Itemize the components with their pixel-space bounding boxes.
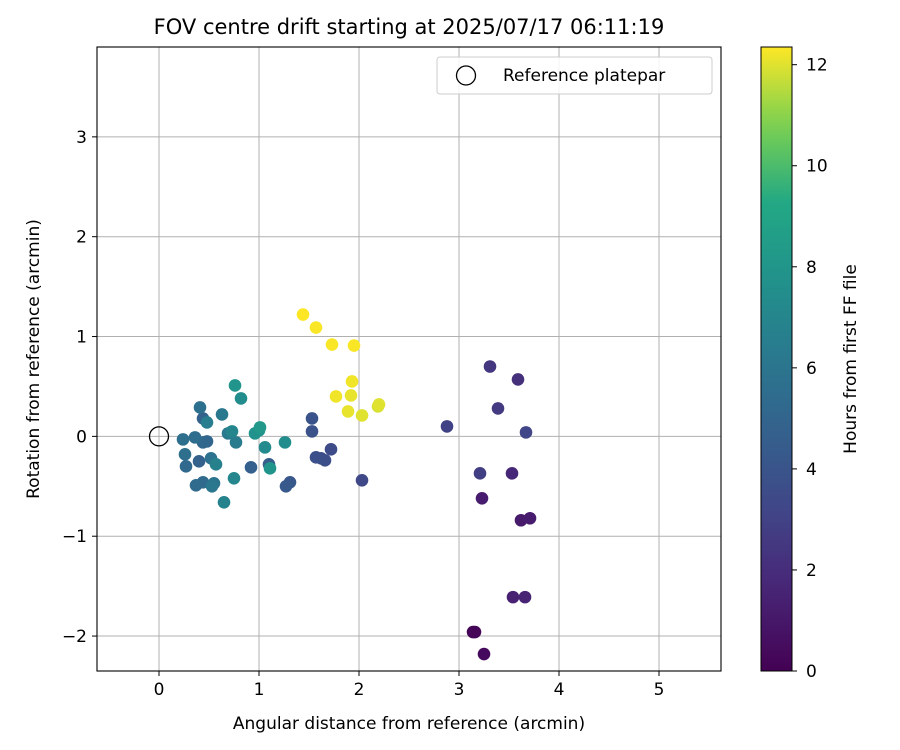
x-tick-label: 0 — [154, 680, 165, 700]
data-point — [473, 467, 487, 480]
data-point — [205, 479, 219, 493]
y-tick-label: 2 — [76, 228, 87, 248]
legend-entry-label: Reference platepar — [503, 66, 665, 86]
y-axis-label: Rotation from reference (arcmin) — [24, 219, 44, 499]
data-point — [309, 451, 323, 464]
data-point — [523, 511, 537, 525]
data-point — [296, 308, 310, 321]
colorbar-label: Hours from first FF file — [841, 264, 861, 454]
colorbar-tick-label: 6 — [806, 359, 817, 379]
data-point — [491, 402, 505, 415]
y-tick-label: 3 — [76, 128, 87, 148]
x-tick-label: 4 — [554, 680, 565, 700]
data-point — [263, 462, 277, 475]
data-point — [518, 590, 532, 604]
data-point — [228, 379, 242, 392]
colorbar-tick-label: 12 — [806, 56, 828, 76]
data-points — [176, 308, 537, 661]
axis-ticks: 0 1 2 3 4 5 −2 −1 0 1 2 3 — [62, 128, 664, 700]
data-point — [468, 625, 482, 639]
data-point — [225, 425, 239, 438]
colorbar-tick-label: 10 — [806, 157, 828, 177]
x-axis-label: Angular distance from reference (arcmin) — [233, 714, 585, 734]
data-point — [193, 401, 207, 414]
legend: Reference platepar — [436, 56, 713, 95]
chart-title: FOV centre drift starting at 2025/07/17 … — [154, 15, 665, 39]
data-point — [305, 425, 319, 438]
data-point — [355, 409, 369, 422]
y-tick-label: −2 — [62, 627, 87, 647]
y-tick-label: −1 — [62, 527, 87, 547]
y-tick-label: 0 — [76, 427, 87, 447]
data-point — [325, 338, 339, 351]
colorbar: 0 2 4 6 8 10 12 Hours from first FF file — [760, 46, 861, 682]
data-point — [329, 390, 343, 403]
data-point — [519, 426, 533, 439]
x-tick-label: 2 — [354, 680, 365, 700]
colorbar-ticks: 0 2 4 6 8 10 12 — [792, 56, 828, 682]
data-point — [355, 474, 369, 487]
data-point — [192, 455, 206, 468]
colorbar-gradient — [760, 46, 793, 672]
colorbar-tick-label: 2 — [806, 561, 817, 581]
data-point — [227, 472, 241, 485]
data-point — [477, 647, 491, 661]
data-point — [309, 321, 323, 334]
data-point — [217, 495, 231, 509]
data-point — [234, 392, 248, 405]
data-point — [506, 590, 520, 604]
data-point — [305, 412, 319, 425]
data-point — [188, 431, 202, 444]
data-point — [176, 433, 190, 446]
data-point — [278, 436, 292, 449]
axes-frame — [96, 46, 722, 672]
data-point — [229, 436, 243, 449]
data-point — [347, 339, 361, 352]
x-tick-label: 1 — [254, 680, 265, 700]
legend-marker-icon — [455, 65, 477, 86]
x-tick-label: 5 — [654, 680, 665, 700]
data-point — [440, 420, 454, 433]
data-point — [341, 405, 355, 418]
data-point — [324, 443, 338, 456]
data-point — [345, 375, 359, 388]
data-point — [209, 458, 223, 471]
data-point — [244, 461, 258, 474]
data-point — [344, 389, 358, 402]
data-point — [505, 467, 519, 480]
data-point — [372, 398, 386, 411]
data-point — [258, 441, 272, 454]
colorbar-tick-label: 4 — [806, 460, 817, 480]
colorbar-tick-label: 0 — [806, 662, 817, 682]
colorbar-tick-label: 8 — [806, 258, 817, 278]
data-point — [511, 373, 525, 386]
data-point — [279, 479, 293, 493]
data-point — [178, 448, 192, 461]
data-point — [215, 408, 229, 421]
legend-box — [436, 56, 713, 95]
x-tick-label: 3 — [454, 680, 465, 700]
data-point — [200, 416, 214, 429]
y-tick-label: 1 — [76, 328, 87, 348]
data-point — [179, 460, 193, 473]
reference-platepar-marker — [148, 426, 170, 447]
data-point — [253, 421, 267, 434]
data-point — [483, 360, 497, 373]
data-point — [475, 491, 489, 505]
